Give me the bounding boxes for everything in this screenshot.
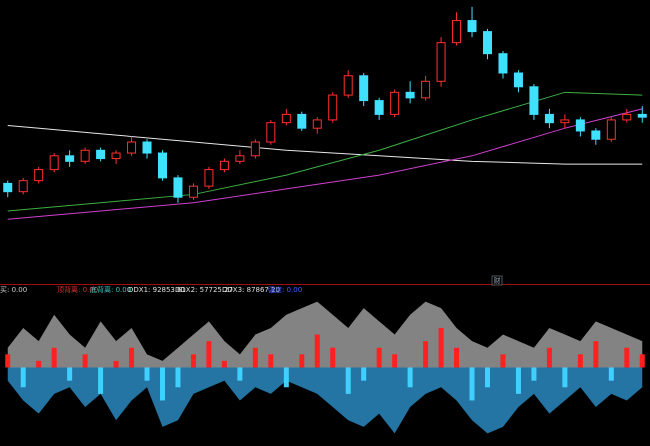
- indicator-bar: [175, 367, 181, 388]
- indicator-bar: [392, 354, 398, 368]
- candle-body: [513, 72, 523, 88]
- indicator-bar: [515, 367, 521, 394]
- indicator-bar: [593, 341, 599, 368]
- indicator-bar: [190, 354, 196, 368]
- candle-body: [127, 141, 137, 154]
- indicator-bar: [113, 360, 119, 368]
- candle-body: [18, 180, 28, 193]
- indicator-bar: [314, 334, 320, 368]
- indicator-bar: [268, 354, 274, 368]
- indicator-bar: [407, 367, 413, 388]
- upper-area: [7, 301, 643, 368]
- indicator-header: 买: 0.00: [0, 286, 27, 294]
- indicator-bar: [160, 367, 165, 401]
- indicator-bar: [361, 367, 367, 381]
- indicator-bar: [36, 360, 42, 368]
- indicator-bar: [485, 367, 490, 388]
- indicator-bar: [144, 367, 150, 381]
- candle-body: [297, 113, 307, 129]
- candle-body: [529, 86, 539, 115]
- indicator-bar: [376, 347, 382, 368]
- indicator-bar: [531, 367, 537, 381]
- candle-body: [452, 20, 462, 44]
- indicator-bar: [624, 347, 630, 368]
- candle-body: [111, 152, 121, 160]
- tag-box: [491, 275, 503, 286]
- indicator-header: DDX3: 87867.20: [222, 286, 280, 294]
- indicator-bar: [221, 360, 227, 368]
- candle-body: [467, 20, 477, 33]
- indicator-bar: [98, 367, 104, 394]
- indicator-header: 强度: 0.00: [268, 285, 302, 294]
- candle-body: [235, 155, 245, 162]
- indicator-bar: [546, 347, 552, 368]
- indicator-bar: [608, 367, 614, 381]
- lower-area: [7, 367, 643, 434]
- indicator-bar: [577, 354, 583, 368]
- candle-body: [560, 119, 570, 124]
- candle-body: [343, 75, 353, 96]
- candle-body: [421, 80, 431, 99]
- average-line: [7, 108, 643, 220]
- indicator-header: DDX1: 92853.61: [128, 286, 186, 294]
- candle-body: [575, 119, 585, 132]
- indicator-bar: [345, 367, 351, 394]
- candle-body: [80, 149, 90, 162]
- candle-body: [142, 141, 152, 154]
- candle-body: [34, 169, 44, 182]
- candle-body: [390, 91, 400, 115]
- candle-body: [281, 113, 291, 124]
- candle-body: [483, 31, 492, 55]
- candle-body: [544, 113, 554, 124]
- candle-body: [219, 160, 229, 171]
- candle-body: [436, 42, 446, 82]
- indicator-bar: [5, 354, 11, 368]
- indicator-header: DDX2: 57725.27: [175, 286, 233, 294]
- indicator-bar: [51, 347, 57, 368]
- candle-body: [3, 182, 13, 193]
- indicator-bar: [639, 354, 645, 368]
- candle-body: [591, 130, 601, 140]
- candle-body: [622, 113, 632, 121]
- average-line: [7, 91, 643, 212]
- indicator-bar: [237, 367, 243, 381]
- candle-body: [96, 149, 106, 160]
- indicator-header: 顶背离: 0.00: [57, 285, 98, 294]
- candle-body: [158, 152, 167, 179]
- indicator-bar: [299, 354, 305, 368]
- indicator-bar: [423, 341, 429, 368]
- candle-body: [405, 91, 415, 99]
- indicator-bar: [82, 354, 88, 368]
- candle-body: [266, 122, 276, 143]
- indicator-bar: [469, 367, 475, 401]
- indicator-bar: [67, 367, 73, 381]
- average-line: [7, 124, 643, 165]
- candle-body: [328, 94, 338, 121]
- candle-body: [374, 100, 384, 115]
- indicator-bar: [20, 367, 26, 388]
- candle-body: [359, 75, 369, 102]
- candle-body: [637, 113, 647, 118]
- candle-body: [188, 185, 198, 198]
- indicator-bar: [129, 347, 135, 368]
- indicator-bar: [330, 347, 336, 368]
- indicator-bar: [283, 367, 289, 388]
- candle-body: [312, 119, 322, 129]
- indicator-bar: [206, 341, 212, 368]
- indicator-bar: [438, 327, 444, 368]
- candle-body: [49, 155, 59, 171]
- indicator-header: 底背离: 0.00: [90, 285, 131, 294]
- candle-body: [65, 155, 75, 162]
- candle-body: [606, 119, 616, 140]
- tag: 财: [494, 276, 501, 285]
- indicator-bar: [562, 367, 568, 388]
- indicator-bar: [500, 354, 506, 368]
- candle-body: [498, 53, 508, 74]
- candle-body: [204, 169, 214, 187]
- candle-body: [250, 141, 260, 157]
- indicator-bar: [252, 347, 258, 368]
- indicator-bar: [454, 347, 460, 368]
- candle-body: [173, 177, 183, 198]
